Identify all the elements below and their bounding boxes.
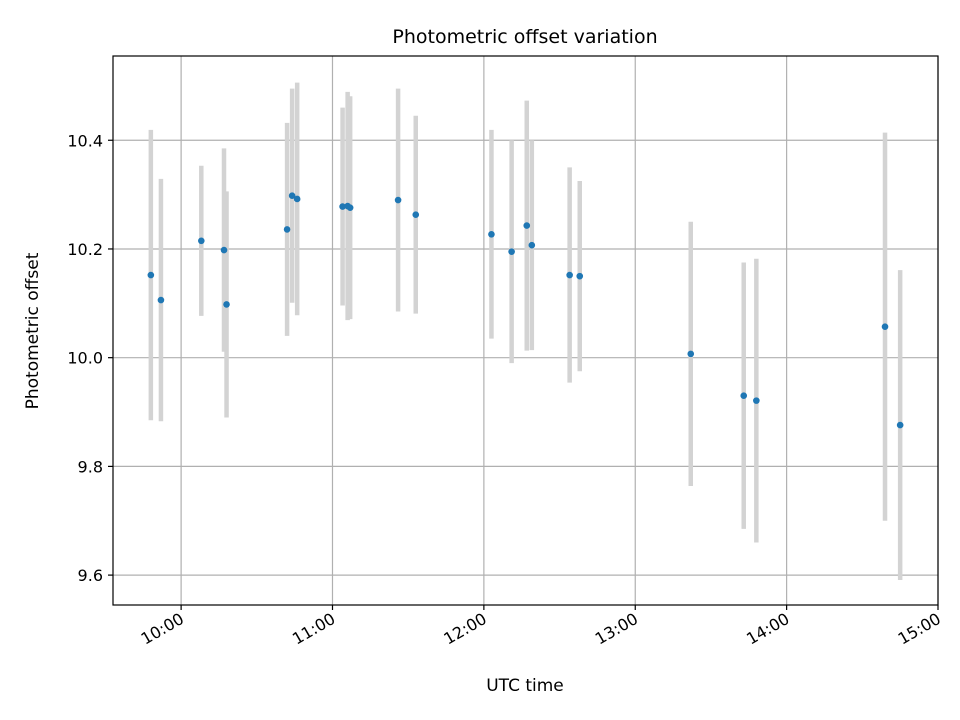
data-point (566, 271, 573, 279)
data-point (220, 246, 228, 254)
data-point (488, 230, 495, 238)
y-tick-label: 9.6 (78, 566, 103, 585)
data-point (394, 196, 402, 204)
data-point (339, 203, 346, 210)
data-point (881, 323, 889, 330)
data-point (740, 392, 748, 400)
data-point (576, 272, 584, 280)
data-point (508, 248, 515, 255)
data-point (147, 271, 155, 279)
data-point (157, 296, 165, 304)
data-point (896, 421, 904, 429)
data-point (223, 301, 230, 308)
chart-title: Photometric offset variation (392, 26, 657, 48)
data-point (528, 241, 536, 249)
data-point (288, 192, 296, 199)
y-tick-label: 10.2 (67, 240, 103, 259)
data-point (283, 226, 291, 233)
y-tick-label: 9.8 (78, 457, 103, 476)
y-tick-label: 10.4 (67, 131, 103, 150)
data-point (523, 222, 531, 229)
data-points (147, 192, 904, 429)
data-point (753, 397, 760, 404)
x-axis-label: UTC time (486, 676, 564, 696)
data-point (412, 211, 420, 219)
data-point (346, 204, 354, 211)
plot-frame (112, 55, 939, 606)
data-point (198, 237, 205, 245)
y-axis-label: Photometric offset (23, 252, 43, 409)
data-point (687, 350, 695, 358)
y-tick-label: 10.0 (67, 349, 103, 368)
data-point (293, 195, 301, 203)
